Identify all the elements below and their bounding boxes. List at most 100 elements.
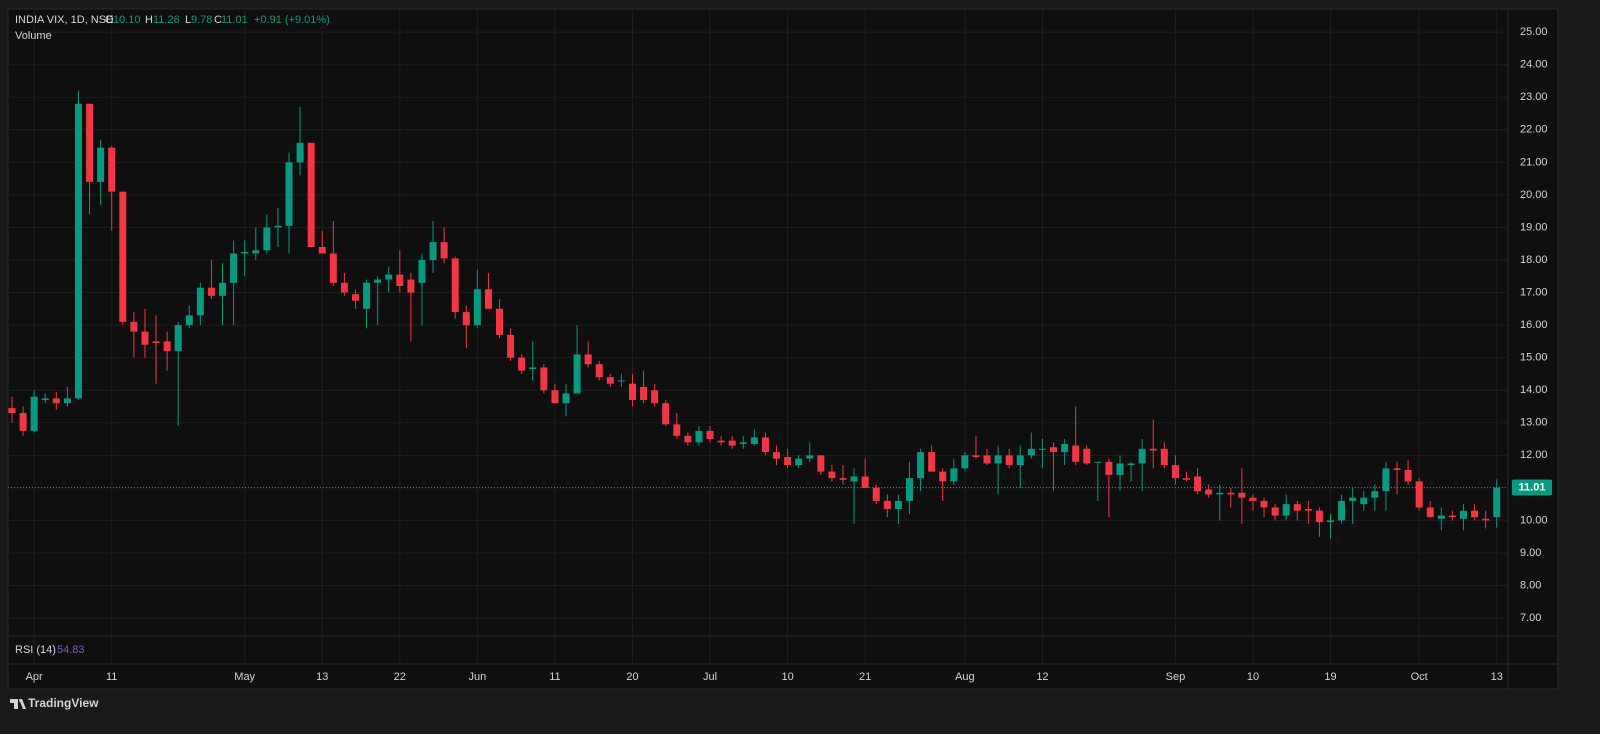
y-tick-label: 15.00	[1520, 352, 1548, 364]
candle-body	[52, 398, 60, 404]
candle-body	[850, 476, 858, 482]
candle-body	[241, 251, 249, 254]
candle-body	[30, 396, 38, 431]
y-tick-label: 18.00	[1520, 254, 1548, 266]
candle-body	[695, 430, 703, 443]
candle-body	[174, 325, 182, 352]
candle-body	[473, 289, 481, 326]
chart-area	[7, 8, 1559, 690]
open-label: O	[105, 14, 114, 26]
candle-body	[263, 227, 271, 251]
candle-body	[1315, 510, 1323, 523]
open-value: 10.10	[113, 14, 141, 26]
candle-body	[1493, 487, 1501, 518]
last-price-label: 11.01	[1519, 481, 1546, 493]
candle-body	[1216, 492, 1224, 495]
y-tick-label: 14.00	[1520, 384, 1548, 396]
candle-body	[839, 478, 847, 480]
candle-body	[119, 191, 127, 322]
candle-body	[662, 403, 670, 425]
candle-body	[74, 103, 82, 399]
candle-body	[274, 225, 282, 228]
y-tick-label: 17.00	[1520, 286, 1548, 298]
candle-body	[296, 142, 304, 163]
candle-body	[795, 458, 803, 466]
close-value: 11.01	[221, 14, 248, 26]
candle-body	[961, 455, 969, 469]
candle-body	[1061, 443, 1069, 453]
x-tick-label: Oct	[1411, 671, 1428, 683]
candle-body	[1371, 491, 1379, 498]
candle-body	[185, 315, 193, 326]
candle-body	[706, 430, 714, 440]
candle-body	[340, 282, 348, 293]
last-price-box	[1512, 479, 1552, 496]
candle-body	[872, 487, 880, 501]
candle-body	[1448, 515, 1456, 518]
y-tick-label: 16.00	[1520, 319, 1548, 331]
candle-body	[606, 377, 614, 384]
candle-body	[972, 455, 980, 457]
x-tick-label: May	[234, 671, 255, 683]
candle-body	[1282, 504, 1290, 516]
candle-body	[152, 341, 160, 344]
candle-body	[1005, 455, 1013, 466]
candle-body	[673, 424, 681, 436]
candle-body	[595, 364, 603, 378]
candle-body	[1349, 497, 1357, 501]
y-tick-label: 7.00	[1520, 612, 1541, 624]
x-tick-label: 10	[1247, 671, 1259, 683]
x-tick-label: 21	[859, 671, 871, 683]
x-tick-label: 20	[626, 671, 638, 683]
candle-body	[1360, 497, 1368, 505]
candle-body	[462, 312, 470, 326]
candle-body	[130, 321, 138, 332]
candle-body	[1304, 509, 1312, 511]
candle-body	[562, 393, 570, 404]
candle-body	[806, 455, 814, 459]
candle-body	[861, 476, 869, 488]
candle-body	[418, 260, 426, 283]
candle-body	[651, 390, 659, 404]
candle-body	[1271, 507, 1279, 516]
y-tick-label: 12.00	[1520, 449, 1548, 461]
candle-body	[451, 258, 459, 313]
candle-body	[1050, 447, 1058, 453]
x-tick-label: Jun	[468, 671, 486, 683]
candle-body	[1459, 510, 1467, 519]
candles	[8, 90, 1508, 539]
candle-body	[928, 452, 936, 472]
candle-body	[318, 246, 326, 254]
candle-body	[1149, 448, 1157, 451]
candle-body	[163, 341, 171, 352]
candle-body	[41, 398, 49, 400]
candle-body	[1160, 448, 1168, 466]
candle-body	[496, 308, 504, 335]
candle-body	[252, 250, 260, 254]
candle-body	[108, 147, 116, 192]
candle-body	[196, 287, 204, 316]
y-tick-label: 24.00	[1520, 59, 1548, 71]
candle-body	[396, 274, 404, 287]
candle-body	[739, 442, 747, 444]
candle-body	[86, 103, 94, 182]
candle-body	[551, 390, 559, 404]
candle-body	[1205, 489, 1213, 495]
candle-body	[385, 274, 393, 280]
candle-body	[1227, 492, 1235, 495]
candle-body	[950, 468, 958, 482]
candle-body	[1116, 463, 1124, 475]
change: +0.91 (+9.01%)	[254, 14, 330, 26]
candle-body	[573, 354, 581, 394]
candle-body	[540, 367, 548, 391]
candle-body	[329, 253, 337, 283]
brand: TradingView	[28, 696, 99, 710]
candle-body	[351, 294, 359, 301]
candle-body	[1171, 465, 1179, 479]
candle-body	[1038, 448, 1046, 450]
candle-body	[1027, 448, 1035, 456]
y-tick-label: 9.00	[1520, 547, 1541, 559]
candle-body	[1072, 445, 1080, 462]
candle-body	[1083, 448, 1091, 464]
